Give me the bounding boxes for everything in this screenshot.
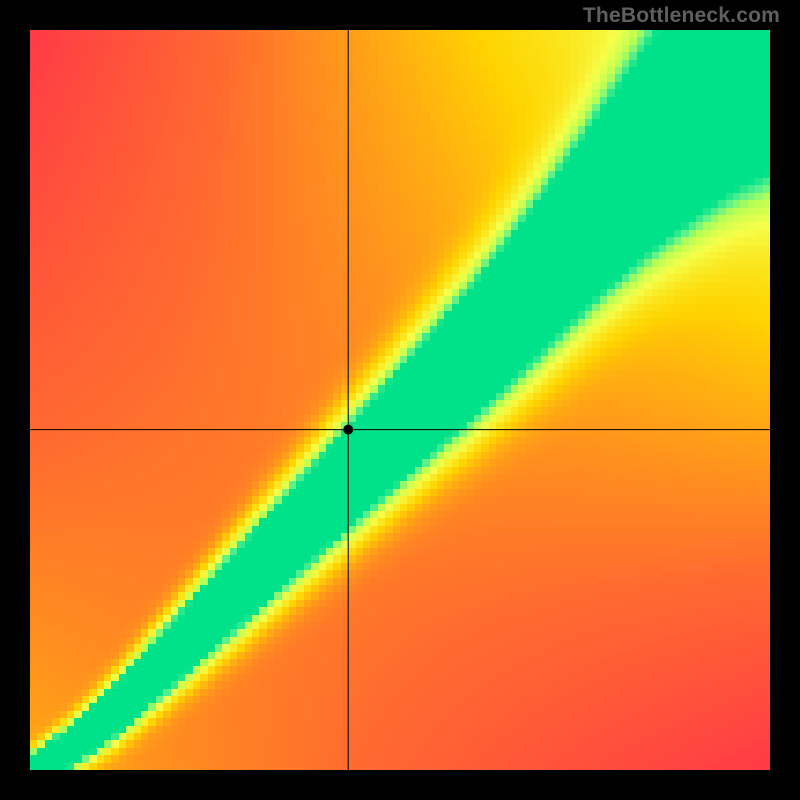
watermark-text: TheBottleneck.com xyxy=(583,4,780,28)
figure-root: TheBottleneck.com xyxy=(0,0,800,800)
heatmap-canvas xyxy=(30,30,770,770)
plot-area xyxy=(30,30,770,770)
